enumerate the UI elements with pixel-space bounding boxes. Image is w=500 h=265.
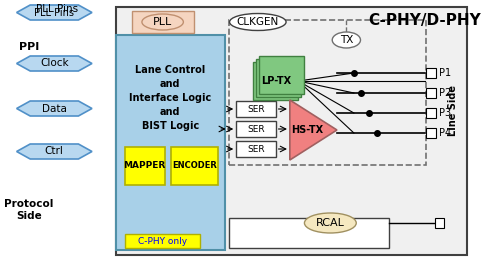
Text: C-PHY only: C-PHY only bbox=[138, 236, 187, 245]
FancyBboxPatch shape bbox=[426, 68, 436, 78]
FancyBboxPatch shape bbox=[132, 11, 194, 33]
FancyBboxPatch shape bbox=[256, 59, 301, 97]
FancyBboxPatch shape bbox=[236, 101, 276, 117]
FancyBboxPatch shape bbox=[116, 7, 467, 255]
Text: RCAL: RCAL bbox=[316, 218, 345, 228]
Text: HS-TX: HS-TX bbox=[290, 125, 323, 135]
FancyBboxPatch shape bbox=[426, 88, 436, 98]
FancyBboxPatch shape bbox=[236, 141, 276, 157]
Text: SER: SER bbox=[247, 125, 264, 134]
Text: PLL: PLL bbox=[153, 17, 172, 27]
Text: Protocol
Side: Protocol Side bbox=[4, 199, 54, 221]
Text: Ctrl: Ctrl bbox=[45, 147, 64, 157]
Text: SER: SER bbox=[247, 144, 264, 153]
Text: C-PHY/D-PHY: C-PHY/D-PHY bbox=[368, 13, 481, 28]
Text: MAPPER: MAPPER bbox=[124, 161, 166, 170]
Text: ENCODER: ENCODER bbox=[172, 161, 217, 170]
Ellipse shape bbox=[142, 14, 184, 30]
FancyBboxPatch shape bbox=[171, 147, 218, 185]
Text: P3: P3 bbox=[438, 108, 451, 118]
FancyBboxPatch shape bbox=[228, 218, 389, 248]
Text: CLKGEN: CLKGEN bbox=[236, 17, 279, 27]
Text: P2: P2 bbox=[438, 88, 451, 98]
FancyBboxPatch shape bbox=[426, 128, 436, 138]
FancyBboxPatch shape bbox=[253, 62, 298, 100]
Text: Line Side: Line Side bbox=[448, 85, 458, 135]
Text: Data: Data bbox=[42, 104, 66, 113]
Text: Clock: Clock bbox=[40, 59, 68, 68]
Polygon shape bbox=[16, 56, 92, 71]
FancyBboxPatch shape bbox=[236, 121, 276, 137]
Text: PLL Pins: PLL Pins bbox=[36, 4, 78, 14]
Text: SER: SER bbox=[247, 104, 264, 113]
FancyBboxPatch shape bbox=[258, 56, 304, 94]
Text: LP-TX: LP-TX bbox=[260, 76, 291, 86]
Polygon shape bbox=[16, 5, 92, 20]
FancyBboxPatch shape bbox=[435, 218, 444, 228]
FancyBboxPatch shape bbox=[125, 234, 200, 248]
Text: PLL Pins: PLL Pins bbox=[34, 8, 74, 18]
FancyBboxPatch shape bbox=[116, 35, 225, 250]
Text: P4: P4 bbox=[438, 128, 451, 138]
Polygon shape bbox=[16, 101, 92, 116]
FancyBboxPatch shape bbox=[426, 108, 436, 118]
Ellipse shape bbox=[304, 213, 356, 233]
Polygon shape bbox=[16, 144, 92, 159]
Ellipse shape bbox=[332, 32, 360, 48]
Polygon shape bbox=[290, 100, 337, 160]
Text: PPI: PPI bbox=[18, 42, 39, 52]
Text: Lane Control
and
Interface Logic
and
BIST Logic: Lane Control and Interface Logic and BIS… bbox=[129, 65, 212, 131]
Ellipse shape bbox=[230, 14, 286, 30]
Text: P1: P1 bbox=[438, 68, 451, 78]
Text: TX: TX bbox=[340, 35, 353, 45]
FancyBboxPatch shape bbox=[125, 147, 164, 185]
